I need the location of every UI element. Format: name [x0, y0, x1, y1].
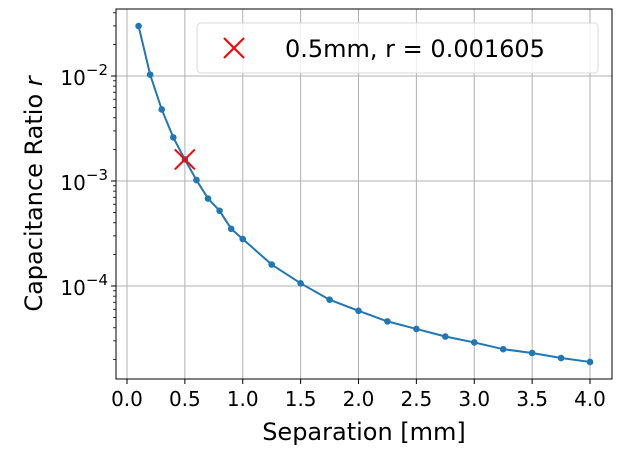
x-axis-label: Separation [mm]: [262, 418, 466, 446]
data-point: [216, 207, 223, 215]
x-tick-label: 3.0: [458, 387, 490, 411]
x-tick-label: 3.5: [516, 387, 548, 411]
data-point: [146, 71, 154, 78]
y-axis-label: Capacitance Ratio r: [20, 74, 48, 311]
data-point: [442, 333, 449, 340]
legend-box: [196, 22, 599, 74]
x-tick-label: 0.5: [169, 387, 201, 411]
data-point: [413, 325, 420, 333]
y-tick-label: 10−2: [60, 61, 108, 90]
data-point: [204, 195, 212, 202]
y-tick-label: 10−3: [60, 166, 108, 195]
x-tick-label: 2.5: [400, 387, 432, 411]
y-axis-ticks: 10−2 10−3 10−4: [60, 61, 116, 300]
data-point: [355, 307, 362, 315]
data-point: [586, 358, 594, 366]
x-tick-label: 1.5: [285, 387, 317, 411]
legend-x-marker-icon: [223, 37, 245, 59]
highlight-x-stroke: [174, 148, 196, 171]
legend: 0.5mm, r = 0.001605: [196, 22, 599, 74]
highlight-marker: [174, 148, 196, 171]
data-point: [297, 280, 304, 287]
data-point: [557, 354, 565, 362]
x-tick-label: 0.0: [111, 387, 143, 411]
data-point: [326, 296, 333, 304]
axes-frame: [115, 8, 613, 380]
data-point: [158, 106, 166, 113]
data-point: [268, 261, 275, 268]
data-point: [193, 176, 200, 184]
x-tick-label: 2.0: [343, 387, 375, 411]
x-axis-ticks: 0.0 0.5 1.0 1.5 2.0 2.5 3.0 3.5 4.0: [111, 379, 606, 411]
data-point: [470, 339, 478, 346]
x-tick-label: 4.0: [574, 387, 606, 411]
legend-label: 0.5mm, r = 0.001605: [285, 35, 545, 63]
y-tick-label: 10−4: [60, 271, 108, 300]
data-point: [227, 225, 235, 233]
data-point: [239, 235, 247, 243]
x-tick-label: 1.0: [227, 387, 259, 411]
data-point: [384, 318, 391, 325]
data-point: [528, 349, 536, 357]
data-series-line: [135, 22, 594, 366]
data-point: [135, 22, 142, 30]
series-polyline: [137, 25, 591, 363]
data-point: [169, 134, 177, 141]
data-point: [499, 345, 507, 353]
